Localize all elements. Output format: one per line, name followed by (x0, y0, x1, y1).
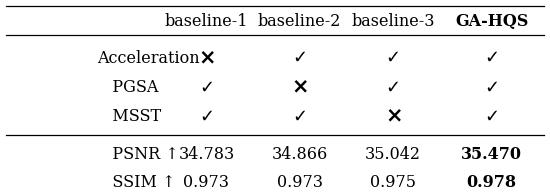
Text: ✓: ✓ (199, 107, 214, 125)
Text: ✓: ✓ (386, 49, 400, 67)
Text: 0.973: 0.973 (183, 174, 229, 191)
Text: ✓: ✓ (386, 78, 400, 96)
Text: ✓: ✓ (199, 78, 214, 96)
Text: $\mathbf{\times}$: $\mathbf{\times}$ (292, 77, 308, 97)
Text: $\mathbf{\times}$: $\mathbf{\times}$ (198, 48, 215, 68)
Text: 0.975: 0.975 (370, 174, 416, 191)
Text: ✓: ✓ (484, 107, 499, 125)
Text: $\mathbf{\times}$: $\mathbf{\times}$ (384, 106, 402, 126)
Text: PSNR ↑: PSNR ↑ (97, 146, 178, 163)
Text: SSIM ↑: SSIM ↑ (97, 174, 175, 191)
Text: 0.978: 0.978 (466, 174, 517, 191)
Text: MSST: MSST (97, 108, 161, 125)
Text: ✓: ✓ (484, 49, 499, 67)
Text: Acceleration: Acceleration (97, 50, 199, 67)
Text: 34.866: 34.866 (272, 146, 328, 163)
Text: baseline-2: baseline-2 (258, 13, 342, 30)
Text: baseline-3: baseline-3 (351, 13, 434, 30)
Text: 0.973: 0.973 (277, 174, 323, 191)
Text: ✓: ✓ (484, 78, 499, 96)
Text: ✓: ✓ (292, 49, 307, 67)
Text: 35.042: 35.042 (365, 146, 421, 163)
Text: 35.470: 35.470 (461, 146, 522, 163)
Text: 34.783: 34.783 (178, 146, 234, 163)
Text: GA-HQS: GA-HQS (455, 13, 529, 30)
Text: ✓: ✓ (292, 107, 307, 125)
Text: PGSA: PGSA (97, 79, 158, 96)
Text: baseline-1: baseline-1 (164, 13, 248, 30)
